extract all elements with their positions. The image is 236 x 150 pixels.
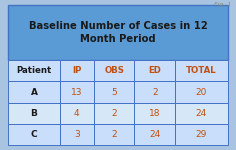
Text: 2: 2 (152, 87, 158, 96)
Text: ED: ED (148, 66, 161, 75)
Text: OBS: OBS (104, 66, 124, 75)
Text: Baseline Number of Cases in 12
Month Period: Baseline Number of Cases in 12 Month Per… (29, 21, 207, 44)
Text: B: B (31, 109, 38, 118)
Text: 18: 18 (149, 109, 160, 118)
Text: TOTAL: TOTAL (186, 66, 217, 75)
Bar (175, 60, 228, 81)
Bar (60, 124, 94, 145)
Bar (8, 124, 60, 145)
Text: 2: 2 (111, 130, 117, 139)
Text: 24: 24 (196, 109, 207, 118)
Bar (94, 60, 135, 81)
Bar (94, 124, 135, 145)
Text: Fig. 1: Fig. 1 (214, 2, 231, 7)
Text: 4: 4 (74, 109, 80, 118)
Text: IP: IP (72, 66, 81, 75)
Bar (8, 5, 228, 60)
Text: 24: 24 (149, 130, 160, 139)
Text: A: A (30, 87, 38, 96)
Bar (175, 103, 228, 124)
Text: 29: 29 (196, 130, 207, 139)
Bar (8, 81, 60, 103)
Bar (60, 103, 94, 124)
Text: C: C (31, 130, 37, 139)
Text: 20: 20 (196, 87, 207, 96)
Text: 5: 5 (111, 87, 117, 96)
Bar (8, 103, 60, 124)
Bar (60, 81, 94, 103)
Bar (135, 124, 175, 145)
Bar (135, 81, 175, 103)
Bar (94, 81, 135, 103)
Bar (135, 103, 175, 124)
Text: Patient: Patient (17, 66, 52, 75)
Bar (94, 103, 135, 124)
Bar (175, 81, 228, 103)
Bar (8, 60, 60, 81)
Text: 3: 3 (74, 130, 80, 139)
Text: 13: 13 (71, 87, 83, 96)
Bar (135, 60, 175, 81)
Bar (60, 60, 94, 81)
Text: 2: 2 (111, 109, 117, 118)
Bar (175, 124, 228, 145)
